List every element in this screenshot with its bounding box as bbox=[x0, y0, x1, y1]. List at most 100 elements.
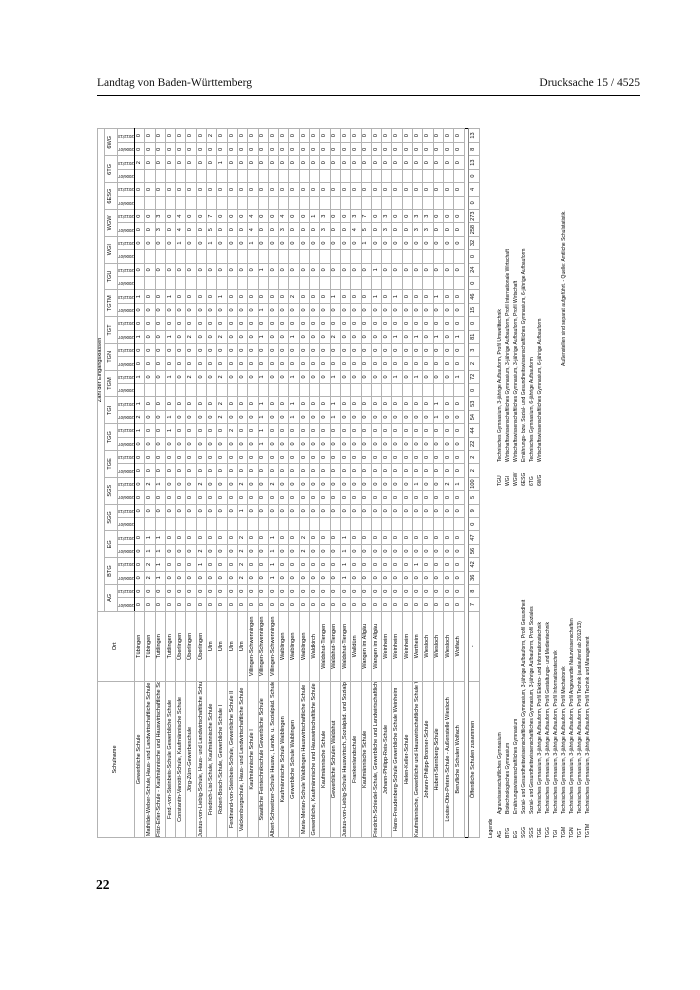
value-cell: 2 bbox=[216, 370, 228, 384]
value-cell: 0 bbox=[361, 182, 372, 197]
value-cell: 0 bbox=[237, 222, 248, 237]
value-cell: 1 bbox=[412, 330, 423, 344]
value-cell: 0 bbox=[247, 142, 259, 156]
value-cell: 0 bbox=[185, 450, 197, 464]
value-cell: 0 bbox=[196, 437, 207, 451]
year-header: 2012/13 bbox=[117, 557, 135, 572]
value-cell: 0 bbox=[134, 263, 145, 277]
value-cell: 0 bbox=[371, 410, 382, 424]
value-cell: 0 bbox=[134, 437, 145, 451]
value-cell bbox=[134, 169, 145, 183]
value-cell: 0 bbox=[412, 450, 423, 464]
value-cell: 0 bbox=[247, 597, 259, 612]
value-cell: 0 bbox=[422, 437, 434, 451]
value-cell bbox=[309, 169, 320, 183]
value-cell: 0 bbox=[268, 370, 279, 384]
value-cell: 0 bbox=[422, 477, 434, 491]
value-cell bbox=[196, 196, 207, 210]
value-cell: 0 bbox=[247, 437, 259, 451]
value-cell bbox=[340, 276, 351, 290]
value-cell: 0 bbox=[350, 397, 362, 411]
value-cell: 0 bbox=[268, 356, 279, 371]
value-cell: 1 bbox=[371, 289, 382, 304]
value-cell: 0 bbox=[330, 263, 341, 277]
value-cell bbox=[155, 517, 166, 531]
value-cell: 0 bbox=[185, 289, 197, 304]
value-cell bbox=[258, 276, 269, 290]
value-cell: 0 bbox=[391, 477, 403, 491]
value-cell: 0 bbox=[381, 504, 392, 518]
value-cell: 0 bbox=[278, 437, 289, 451]
value-cell: 0 bbox=[237, 437, 248, 451]
value-cell: 0 bbox=[391, 343, 403, 357]
value-cell: 0 bbox=[361, 330, 372, 344]
value-cell: 0 bbox=[319, 236, 331, 250]
value-cell: 0 bbox=[350, 410, 362, 424]
value-cell: 0 bbox=[453, 397, 464, 411]
value-cell: 0 bbox=[412, 597, 423, 612]
legend-text: Technisches Gymnasium, 3-jährige Aufbauf… bbox=[561, 666, 567, 814]
value-cell: 0 bbox=[381, 557, 392, 572]
year-header: 2006/07 bbox=[117, 571, 135, 585]
value-cell: 0 bbox=[330, 463, 341, 478]
value-cell: 0 bbox=[288, 597, 300, 612]
value-cell bbox=[216, 196, 228, 210]
legend-text: Sozial- und Gesundheitswissenschaftliche… bbox=[521, 599, 527, 814]
legend-title: Legende bbox=[488, 818, 494, 838]
value-cell: 0 bbox=[422, 530, 434, 545]
value-cell bbox=[237, 169, 248, 183]
legend-entry: WGI Wirtschaftswissenschaftliches Gymnasi… bbox=[504, 128, 512, 486]
value-cell: 0 bbox=[453, 437, 464, 451]
value-cell: 0 bbox=[247, 289, 259, 304]
value-cell: 0 bbox=[340, 155, 351, 170]
value-cell: 1 bbox=[340, 571, 351, 585]
value-cell bbox=[206, 169, 217, 183]
total-value-cell: 46 bbox=[468, 289, 480, 304]
value-cell: 0 bbox=[330, 544, 341, 558]
value-cell: 0 bbox=[361, 410, 372, 424]
value-cell: 4 bbox=[247, 209, 259, 223]
value-cell: 0 bbox=[453, 557, 464, 572]
value-cell: 0 bbox=[402, 584, 413, 598]
value-cell: 1 bbox=[134, 330, 145, 344]
value-cell: 0 bbox=[319, 182, 331, 197]
school-name-cell: Kaufmännische Schule bbox=[361, 681, 372, 838]
school-name-cell: Friedrich-List-Schule, Kaufmännische Sch… bbox=[206, 681, 217, 838]
value-cell: 0 bbox=[175, 423, 186, 438]
value-cell: 1 bbox=[134, 289, 145, 304]
value-cell: 0 bbox=[412, 128, 423, 143]
value-cell bbox=[381, 517, 392, 531]
value-cell: 0 bbox=[144, 303, 156, 317]
value-cell: 0 bbox=[391, 303, 403, 317]
value-cell: 0 bbox=[144, 263, 156, 277]
value-cell: 0 bbox=[361, 142, 372, 156]
value-cell: 0 bbox=[361, 490, 372, 505]
value-cell: 0 bbox=[299, 504, 310, 518]
value-cell: 0 bbox=[288, 236, 300, 250]
value-cell bbox=[361, 249, 372, 264]
value-cell: 0 bbox=[196, 343, 207, 357]
value-cell: 0 bbox=[258, 343, 269, 357]
value-cell: 0 bbox=[361, 544, 372, 558]
value-cell bbox=[278, 169, 289, 183]
value-cell: 0 bbox=[433, 263, 444, 277]
value-cell: 0 bbox=[340, 504, 351, 518]
value-cell: 0 bbox=[309, 597, 320, 612]
value-cell: 0 bbox=[247, 155, 259, 170]
value-cell: 0 bbox=[381, 597, 392, 612]
value-cell: 0 bbox=[381, 155, 392, 170]
value-cell: 0 bbox=[175, 370, 186, 384]
value-cell: 0 bbox=[278, 463, 289, 478]
value-cell: 0 bbox=[216, 504, 228, 518]
value-cell: 0 bbox=[453, 343, 464, 357]
ort-cell: Überlingen bbox=[185, 611, 197, 682]
value-cell: 0 bbox=[391, 437, 403, 451]
value-cell bbox=[278, 517, 289, 531]
value-cell: 0 bbox=[206, 571, 217, 585]
value-cell: 0 bbox=[361, 571, 372, 585]
value-cell: 0 bbox=[185, 463, 197, 478]
value-cell: 0 bbox=[144, 343, 156, 357]
value-cell bbox=[371, 196, 382, 210]
value-cell: 0 bbox=[134, 182, 145, 197]
value-cell: 0 bbox=[227, 343, 238, 357]
